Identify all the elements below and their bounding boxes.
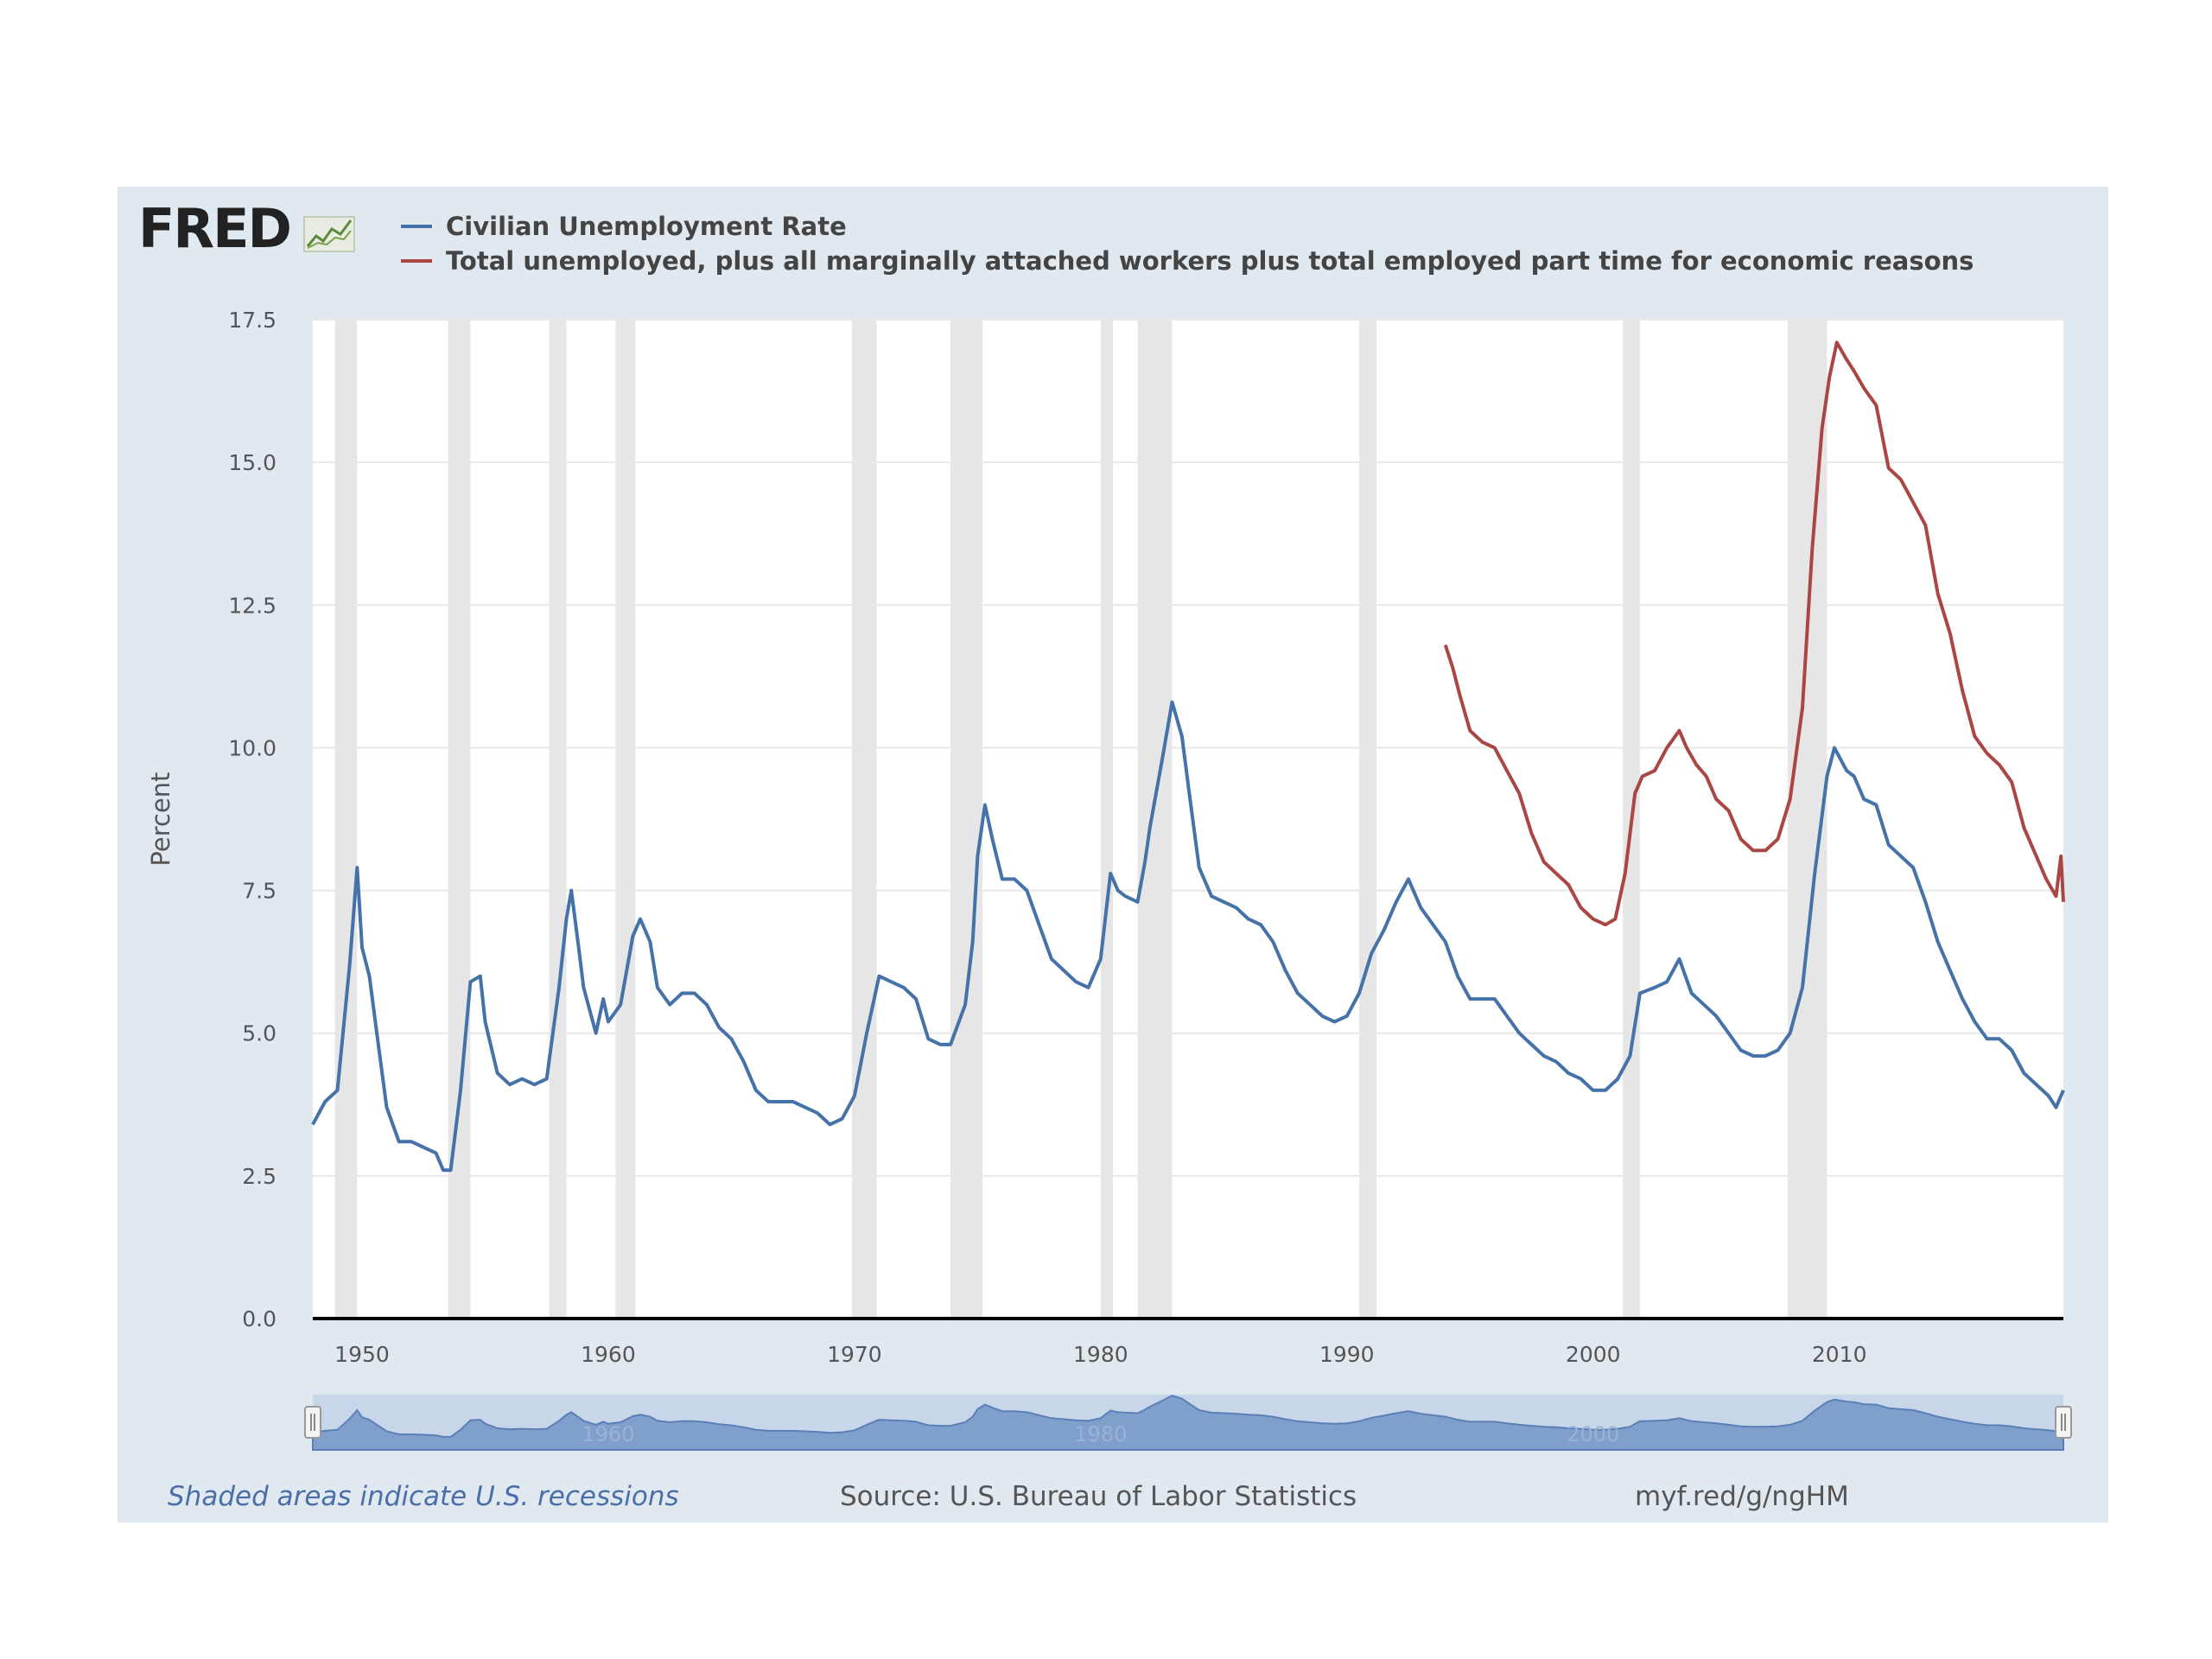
fred-logo-graph-icon	[302, 216, 355, 252]
legend-item-u6-rate[interactable]: Total unemployed, plus all marginally at…	[401, 244, 1974, 278]
x-tick-label: 1960	[581, 1342, 636, 1367]
recession-band	[1100, 320, 1114, 1319]
y-tick-label: 0.0	[242, 1306, 276, 1332]
navigator-left-handle[interactable]	[304, 1406, 321, 1439]
recession-band	[334, 320, 358, 1319]
navigator-tick-label: 1980	[1074, 1422, 1127, 1446]
legend-swatch	[401, 259, 432, 263]
recession-band	[615, 320, 636, 1319]
line-chart: 0.0 2.5 5.0 7.5 10.0 12.5 15.0 17.5 1950 1960 1970…	[146, 308, 2072, 1451]
x-tick-label: 1980	[1073, 1342, 1128, 1367]
y-tick-label: 12.5	[228, 593, 276, 618]
recession-note: Shaded areas indicate U.S. recessions	[168, 1481, 679, 1512]
fred-logo-text: FRED	[138, 197, 292, 260]
y-tick-label: 7.5	[242, 879, 276, 904]
x-tick-label: 1970	[827, 1342, 882, 1367]
y-tick-label: 5.0	[242, 1021, 276, 1046]
fred-logo: FRED	[138, 197, 358, 260]
recession-band	[1359, 320, 1376, 1319]
recession-band	[950, 320, 983, 1319]
x-tick-label: 2010	[1812, 1342, 1867, 1367]
y-tick-label: 15.0	[228, 450, 276, 475]
recession-band	[852, 320, 877, 1319]
legend-label: Total unemployed, plus all marginally at…	[446, 246, 1974, 276]
plot-area	[313, 320, 2063, 1319]
recession-band	[549, 320, 567, 1319]
legend-swatch	[401, 225, 432, 228]
source-text: Source: U.S. Bureau of Labor Statistics	[840, 1481, 1357, 1512]
y-axis-label: Percent	[146, 772, 175, 866]
series-line-civilian-unemployment-rate	[311, 700, 2065, 1173]
navigator-right-handle[interactable]	[2055, 1406, 2072, 1439]
navigator-series-area	[312, 1395, 2064, 1451]
navigator-tick-label: 2000	[1567, 1422, 1619, 1446]
short-url-link[interactable]: myf.red/g/ngHM	[1635, 1481, 1849, 1512]
y-tick-label: 17.5	[228, 308, 276, 333]
x-tick-label: 1950	[334, 1342, 390, 1367]
recession-band	[1137, 320, 1173, 1319]
legend-item-civilian-unemployment-rate[interactable]: Civilian Unemployment Rate	[401, 209, 1974, 244]
series-line-u6-rate	[1443, 340, 2065, 927]
navigator-tick-label: 1960	[582, 1422, 634, 1446]
y-tick-label: 10.0	[228, 735, 276, 760]
chart-panel: FRED Civilian Unemployment Rate Total un…	[118, 187, 2108, 1522]
x-tick-label: 2000	[1566, 1342, 1621, 1367]
legend-label: Civilian Unemployment Rate	[446, 212, 847, 241]
legend: Civilian Unemployment Rate Total unemplo…	[401, 209, 1974, 278]
y-tick-label: 2.5	[242, 1164, 276, 1189]
x-tick-label: 1990	[1319, 1342, 1375, 1367]
